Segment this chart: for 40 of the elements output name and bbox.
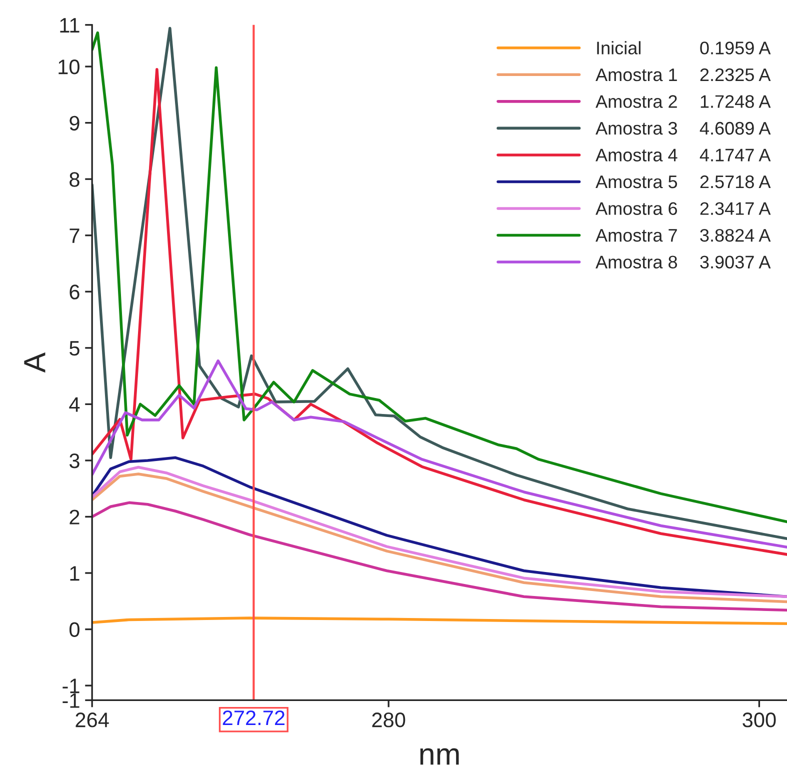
annotation: 4.6089 A (700, 122, 771, 135)
line-series (92, 359, 787, 549)
line-series (92, 501, 787, 612)
legend-label: Amostra 4 (596, 148, 678, 162)
legend-label: Inicial (597, 41, 640, 54)
y-tick-label: -1 (62, 693, 80, 708)
y-tick-label: 6 (70, 284, 80, 300)
y-tick-label: 0 (70, 622, 80, 638)
annotation: 3.8824 A (700, 228, 771, 242)
annotation: 2.2325 A (700, 68, 771, 82)
y-tick-label: 5 (70, 341, 80, 356)
x-tick-label: 280 (372, 712, 406, 728)
ref-line-label: 272.72 (222, 710, 284, 726)
legend-label: Amostra 1 (596, 68, 677, 82)
legend-label: Amostra 7 (596, 229, 677, 242)
y-tick-label: 4 (69, 397, 80, 412)
annotation: 2.5718 A (700, 175, 771, 188)
y-tick-label: 3 (69, 453, 80, 468)
y-tick-label: 10 (58, 60, 80, 74)
annotation: 1.7248 A (700, 95, 771, 108)
legend-label: Amostra 5 (596, 176, 678, 188)
legend-label: Amostra 3 (596, 122, 678, 135)
x-tick-label: 300 (742, 712, 776, 728)
x-axis-title: nm (420, 748, 459, 765)
annotation: 3.9037 A (700, 256, 771, 268)
x-tick-label: 264 (76, 712, 109, 728)
y-axis-title: A (24, 352, 46, 373)
legend-label: Amostra 2 (596, 95, 677, 108)
annotation: 0.1959 A (700, 42, 771, 54)
y-tick-label: -1 (62, 678, 80, 694)
annotation: 2.3417 A (700, 202, 771, 215)
y-tick-label: 11 (60, 18, 80, 32)
annotation: 4.1747 A (700, 148, 771, 162)
legend-label: Amostra 6 (596, 202, 678, 215)
y-tick-label: 9 (70, 116, 80, 131)
y-tick-label: 2 (70, 510, 80, 524)
y-tick-label: 7 (70, 228, 80, 243)
y-tick-label: 1 (70, 566, 80, 581)
legend-label: Amostra 8 (596, 256, 678, 268)
y-tick-label: 8 (70, 172, 80, 187)
